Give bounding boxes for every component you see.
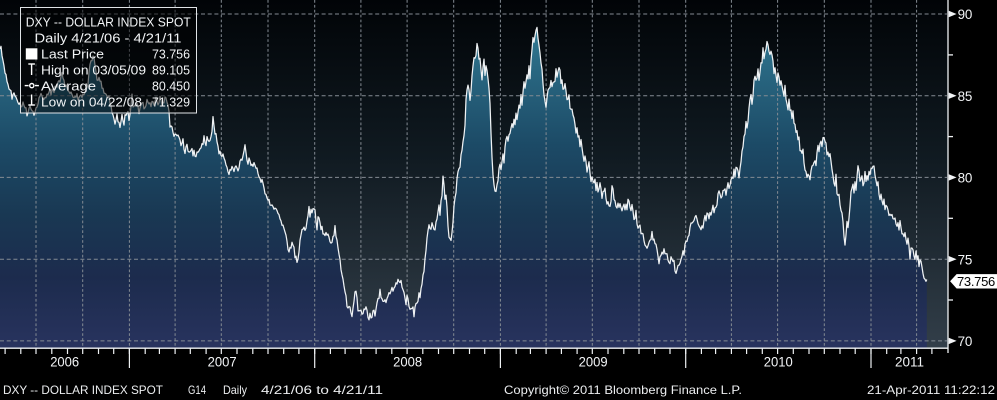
- svg-text:4/21/06 to 4/21/11: 4/21/06 to 4/21/11: [261, 383, 383, 397]
- svg-text:2011: 2011: [895, 354, 924, 370]
- svg-text:2007: 2007: [208, 354, 237, 370]
- svg-text:G14: G14: [188, 383, 206, 397]
- svg-text:70: 70: [958, 334, 973, 349]
- svg-text:80.450: 80.450: [152, 79, 190, 94]
- svg-text:21-Apr-2011 11:22:12: 21-Apr-2011 11:22:12: [867, 383, 995, 397]
- svg-text:Last Price: Last Price: [41, 47, 104, 62]
- svg-text:73.756: 73.756: [957, 274, 995, 289]
- svg-text:2010: 2010: [764, 354, 793, 370]
- svg-text:2008: 2008: [393, 354, 422, 370]
- svg-text:Copyright© 2011 Bloomberg Fina: Copyright© 2011 Bloomberg Finance L.P.: [504, 383, 742, 397]
- svg-text:90: 90: [958, 7, 973, 22]
- svg-text:85: 85: [958, 89, 973, 104]
- svg-text:Average: Average: [41, 79, 96, 94]
- svg-text:Daily 4/21/06 - 4/21/11: Daily 4/21/06 - 4/21/11: [35, 31, 182, 46]
- svg-text:75: 75: [958, 252, 973, 267]
- svg-text:DXY -- DOLLAR INDEX SPOT: DXY -- DOLLAR INDEX SPOT: [3, 383, 163, 397]
- svg-text:80: 80: [958, 171, 973, 186]
- svg-text:71.329: 71.329: [152, 95, 190, 110]
- svg-text:Daily: Daily: [223, 383, 247, 397]
- svg-text:2009: 2009: [579, 354, 608, 370]
- svg-text:Low on 04/22/08: Low on 04/22/08: [41, 95, 142, 110]
- svg-text:73.756: 73.756: [152, 47, 190, 62]
- svg-text:89.105: 89.105: [152, 63, 190, 78]
- svg-text:DXY -- DOLLAR INDEX SPOT: DXY -- DOLLAR INDEX SPOT: [26, 15, 191, 30]
- svg-text:2006: 2006: [50, 354, 79, 370]
- svg-text:High on 03/05/09: High on 03/05/09: [41, 63, 146, 78]
